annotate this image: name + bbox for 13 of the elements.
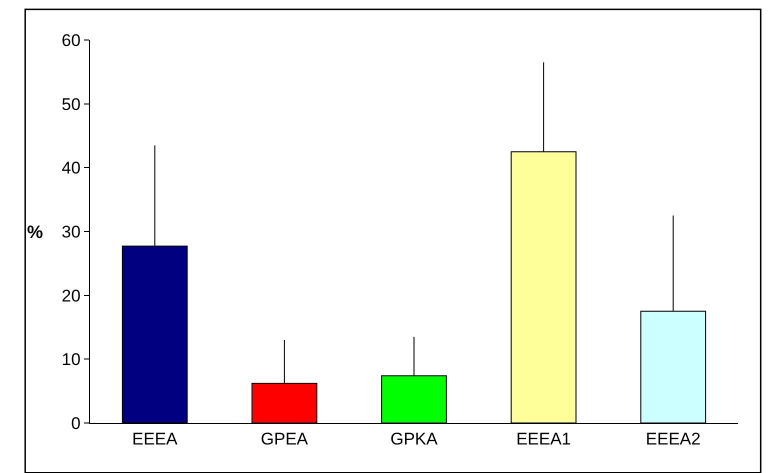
x-tick-label: EEEA1 — [516, 429, 572, 448]
x-tick-label: EEEA — [132, 429, 178, 448]
x-tick-label: GPKA — [390, 429, 438, 448]
y-tick-label: 30 — [62, 222, 81, 242]
y-tick-label: 60 — [62, 30, 81, 50]
x-tick-label: EEEA2 — [646, 429, 701, 448]
y-tick-label: 0 — [71, 414, 81, 433]
x-tick-label: GPEA — [260, 429, 309, 448]
y-tick-label: 10 — [62, 350, 81, 370]
y-tick-label: 50 — [62, 94, 81, 114]
y-tick-label: 20 — [62, 286, 81, 306]
y-tick-label: 40 — [62, 158, 81, 178]
y-axis-title: % — [27, 222, 44, 242]
